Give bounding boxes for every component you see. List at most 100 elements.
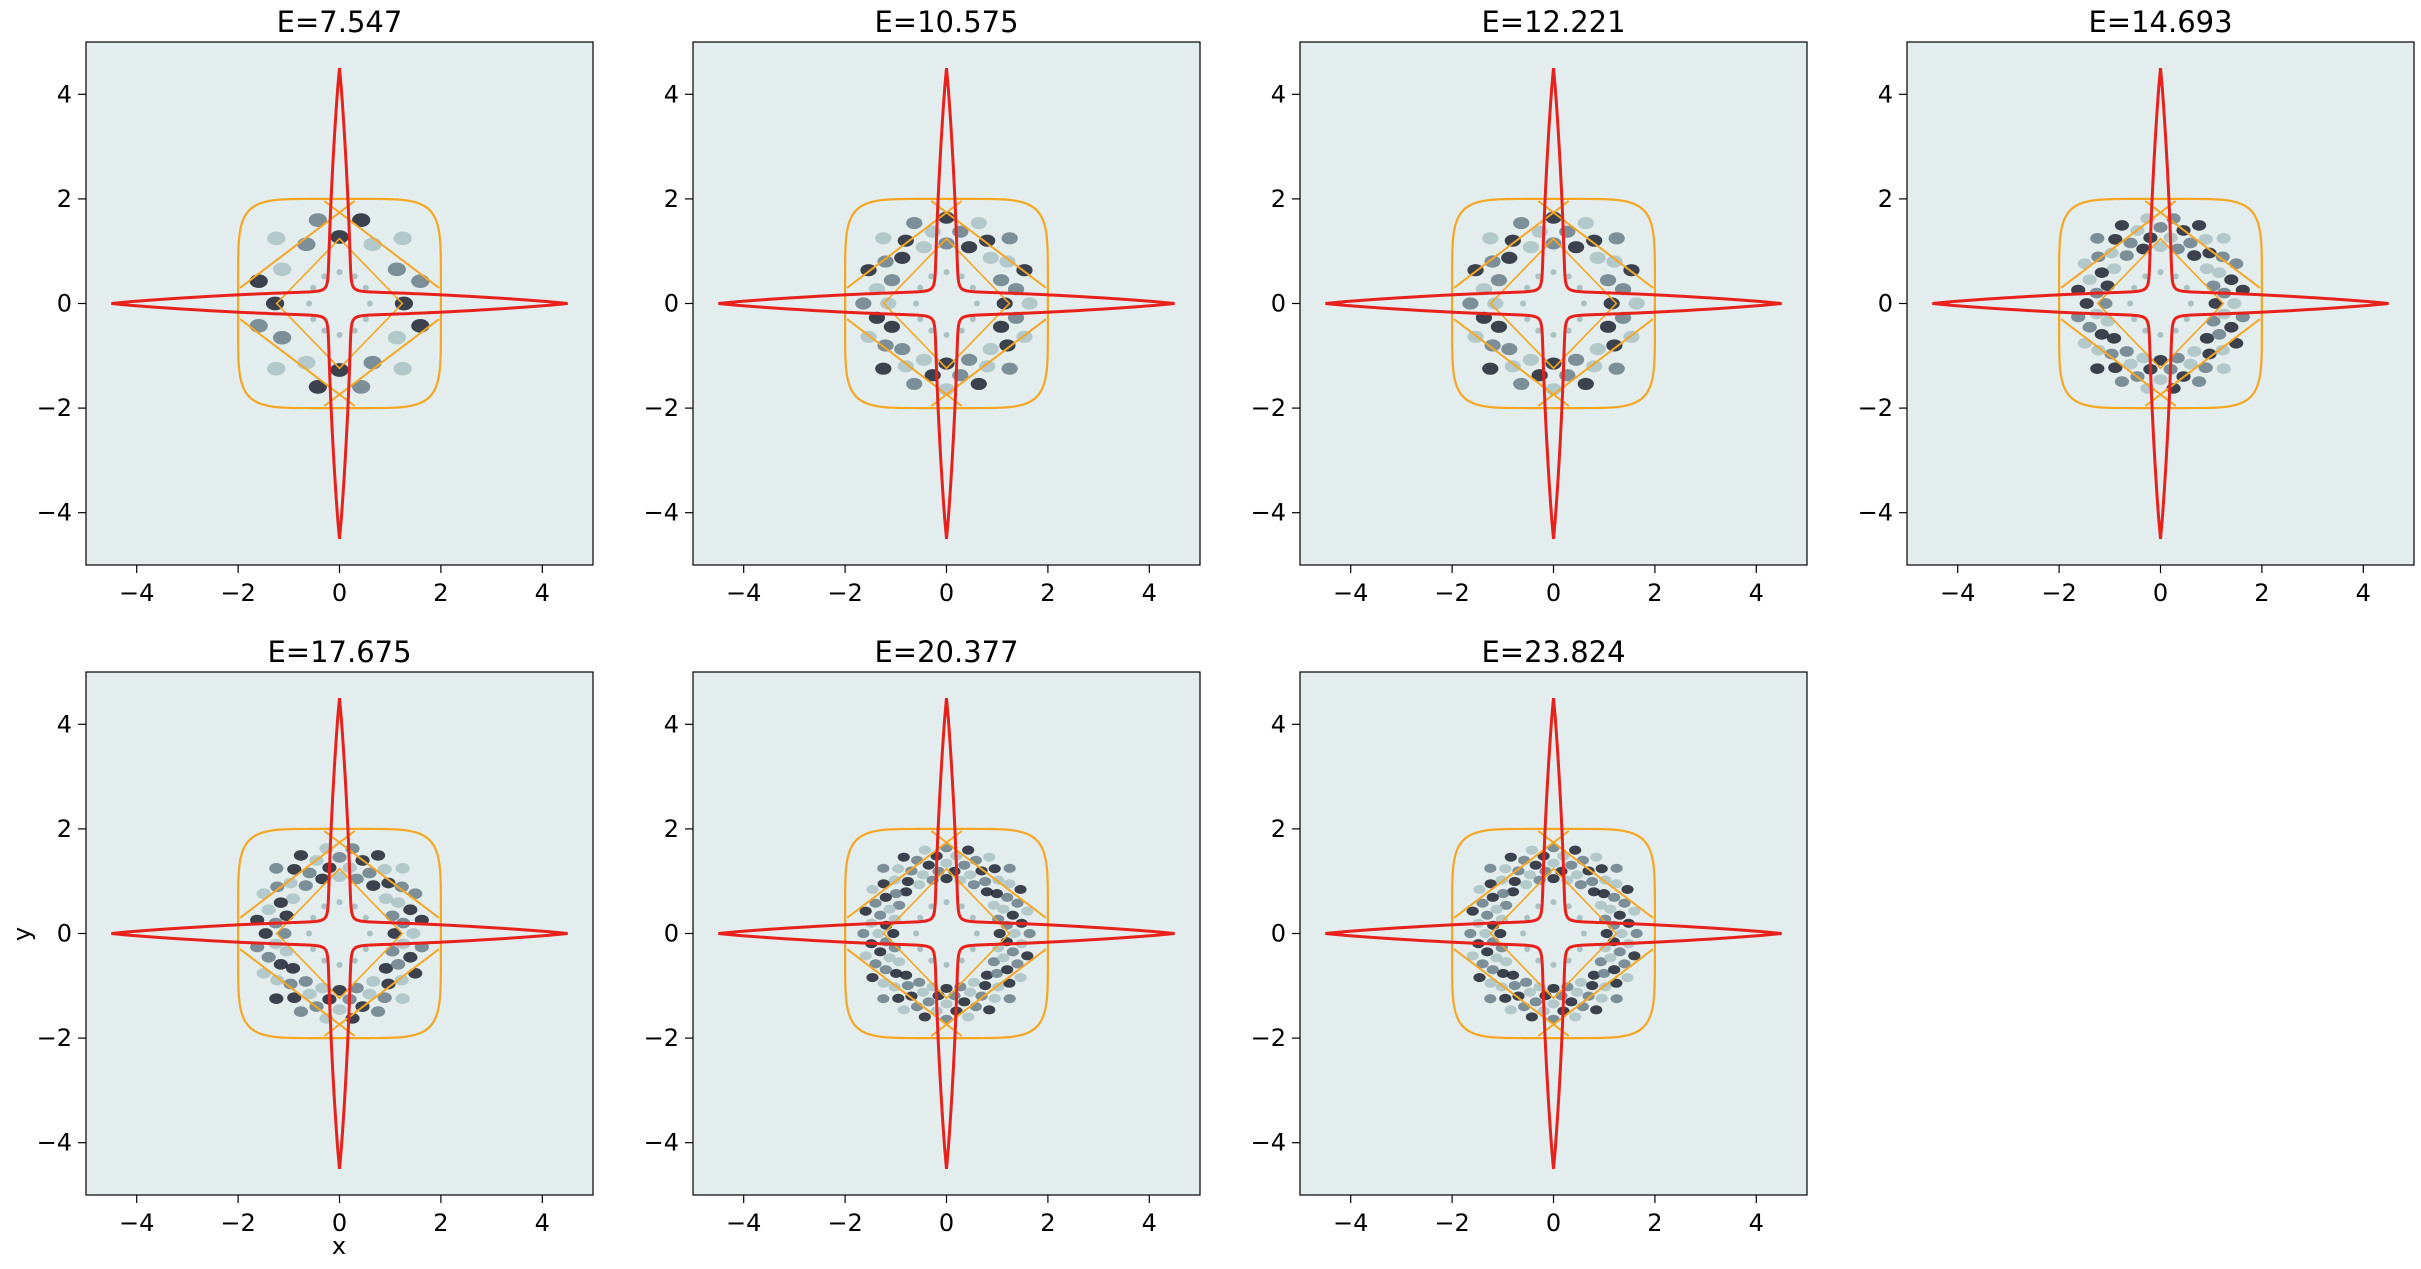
- density-blob: [1473, 973, 1486, 983]
- density-blob: [1613, 910, 1626, 920]
- density-blob: [855, 297, 872, 310]
- density-blob: [983, 1005, 996, 1015]
- orbit-boundary: [1451, 827, 1656, 1040]
- plot-background: [1300, 42, 1807, 565]
- density-dot: [321, 957, 328, 964]
- density-blob: [287, 992, 302, 1004]
- plot-background: [1907, 42, 2414, 565]
- density-blob: [1570, 870, 1584, 880]
- density-blob: [2202, 348, 2217, 360]
- density-blob: [1479, 928, 1492, 939]
- density-dot: [1550, 961, 1557, 968]
- density-blob: [2091, 344, 2106, 356]
- density-blob: [285, 893, 301, 905]
- density-blob: [332, 1004, 347, 1015]
- density-dot: [1524, 946, 1531, 953]
- density-blob: [983, 852, 996, 862]
- density-blob: [859, 951, 872, 961]
- density-blob: [990, 889, 1003, 899]
- density-blob: [875, 232, 892, 245]
- density-blob: [2215, 251, 2230, 263]
- density-blob: [378, 962, 394, 974]
- density-dot: [943, 899, 950, 906]
- density-blob: [308, 213, 327, 227]
- density-blob: [1484, 339, 1501, 352]
- density-blob: [2187, 250, 2202, 261]
- density-blob: [918, 1012, 931, 1022]
- density-blob: [387, 330, 406, 345]
- x-tick-label: −2: [220, 579, 255, 607]
- plot-area: [1325, 68, 1782, 539]
- density-blob: [1597, 968, 1610, 978]
- orbit-curve: [844, 827, 1049, 1040]
- density-blob: [2198, 233, 2213, 245]
- density-blob: [269, 993, 284, 1004]
- orbit-inner: [1489, 237, 1618, 370]
- density-blob: [1490, 904, 1503, 914]
- orbit-curve: [844, 197, 1049, 410]
- density-dot: [1535, 273, 1542, 280]
- orbit-inner: [882, 867, 1011, 1000]
- orbit-boundary: [2058, 197, 2263, 410]
- density-blob: [1599, 982, 1612, 992]
- density-blob: [315, 873, 330, 885]
- panel-title: E=12.221: [1481, 5, 1625, 39]
- density-blob: [2082, 321, 2097, 333]
- density-blob: [1529, 860, 1542, 870]
- density-blob: [269, 863, 284, 874]
- density-blob: [1499, 993, 1512, 1003]
- density-blob: [2199, 332, 2215, 344]
- density-blob: [982, 251, 999, 264]
- density-blob: [1490, 320, 1508, 333]
- density-blob: [1600, 928, 1613, 939]
- density-blob: [1613, 947, 1626, 957]
- density-blob: [1499, 864, 1512, 874]
- density-blob: [1520, 977, 1533, 987]
- panel-2: −4 −2 0 2 4 −4 −2 0 2 4 E=10.575: [644, 5, 1201, 607]
- potential-contour: [718, 68, 1175, 539]
- x-tick-label: −4: [119, 1209, 154, 1237]
- density-blob: [2114, 220, 2130, 231]
- orbit-chord: [930, 948, 1047, 1037]
- density-blob: [1482, 362, 1499, 375]
- density-blob: [287, 863, 302, 875]
- density-blob: [283, 877, 298, 889]
- density-dot: [336, 961, 343, 968]
- density-blob: [267, 231, 286, 246]
- density-blob: [1504, 852, 1517, 862]
- density-blob: [967, 880, 980, 890]
- density-dot: [2131, 316, 2138, 323]
- density-blob: [877, 339, 894, 352]
- density-blob: [970, 377, 987, 391]
- density-blob: [1494, 928, 1507, 939]
- density-blob: [1547, 983, 1560, 993]
- panel-6: −4 −2 0 2 4 −4 −2 0 2 4 E=20.377: [644, 635, 1201, 1237]
- x-tick-label: −2: [1434, 579, 1469, 607]
- density-dot: [2172, 273, 2179, 280]
- density-blob: [256, 967, 271, 979]
- density-blob: [2215, 344, 2230, 356]
- density-blob: [2227, 298, 2242, 309]
- density-blob: [366, 976, 381, 987]
- density-blob: [1476, 898, 1489, 908]
- density-blob: [1529, 997, 1542, 1007]
- y-tick-label: 4: [1271, 710, 1286, 738]
- density-blob: [349, 982, 364, 994]
- density-blob: [2212, 267, 2227, 278]
- density-blob: [890, 968, 903, 978]
- density-blob: [992, 274, 1010, 287]
- density-dot: [1524, 284, 1531, 291]
- orbit-chord: [2144, 318, 2261, 407]
- x-tick-label: −2: [2041, 579, 2076, 607]
- x-tick-label: −2: [220, 1209, 255, 1237]
- orbit-chord: [323, 830, 440, 919]
- density-blob: [258, 928, 273, 939]
- x-tick-label: 2: [1040, 1209, 1055, 1237]
- density-dot: [1565, 903, 1572, 910]
- density-blob: [293, 1006, 309, 1017]
- orbit-boundary: [844, 197, 1049, 410]
- density-blob: [960, 353, 978, 366]
- density-blob: [883, 320, 901, 333]
- density-dot: [1535, 327, 1542, 334]
